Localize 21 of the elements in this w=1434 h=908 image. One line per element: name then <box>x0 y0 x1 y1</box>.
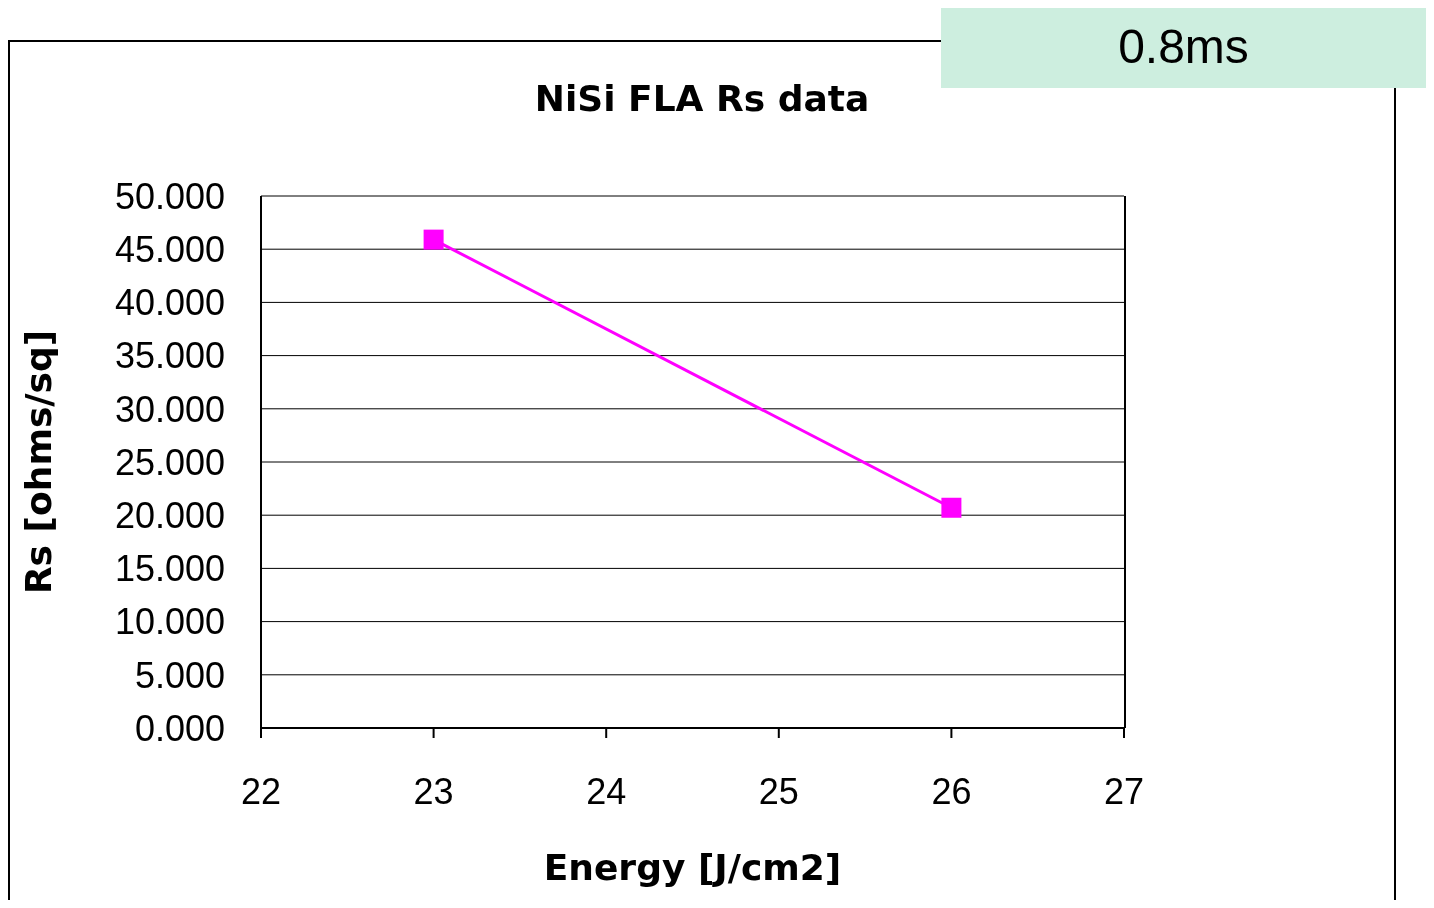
y-tick-label: 30.000 <box>114 388 225 430</box>
y-tick-label: 0.000 <box>134 707 225 749</box>
x-tick-label: 22 <box>240 770 282 812</box>
x-tick-label: 26 <box>931 770 972 812</box>
y-tick-label: 45.000 <box>114 228 225 270</box>
y-tick-label: 10.000 <box>114 601 225 643</box>
x-tick-label: 27 <box>1103 770 1145 812</box>
x-tick-label: 25 <box>758 770 799 812</box>
y-tick-label: 50.000 <box>114 175 225 217</box>
y-tick-label: 35.000 <box>114 335 225 377</box>
x-tick-label: 24 <box>586 770 627 812</box>
x-axis-title: Energy [J/cm2] <box>543 847 842 888</box>
y-tick-label: 5.000 <box>134 654 225 696</box>
y-tick-label: 25.000 <box>114 441 225 483</box>
chart-title: NiSi FLA Rs data <box>533 78 871 119</box>
y-tick-label: 20.000 <box>114 494 225 536</box>
y-tick-label: 40.000 <box>114 282 225 324</box>
y-axis-title: Rs [ohms/sq] <box>17 329 59 595</box>
x-tick-label: 23 <box>413 770 454 812</box>
y-tick-label: 15.000 <box>114 548 225 590</box>
text: 0.8ms <box>941 5 1426 88</box>
